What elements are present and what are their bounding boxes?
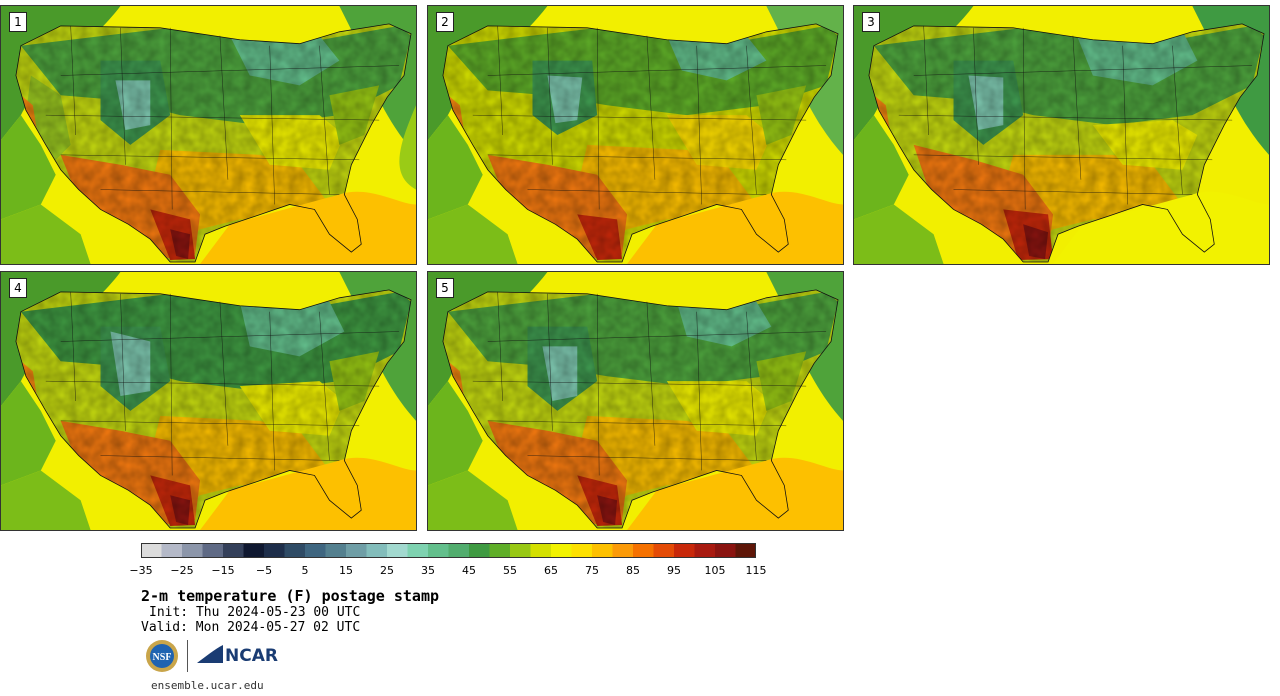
colorbar-swatch [448,543,470,558]
colorbar-tick-label: 35 [421,564,435,577]
forecast-map-panel-5: 5 [427,271,844,531]
colorbar-swatch [264,543,285,558]
colorbar-swatch [141,543,162,558]
colorbar-tick-label: −25 [170,564,194,577]
ncar-logo [197,645,223,663]
colorbar-swatch [428,543,449,558]
colorbar-swatch [182,543,203,558]
panel-number: 2 [436,12,454,32]
temperature-map [1,272,416,530]
forecast-map-panel-1: 1 [0,5,417,265]
colorbar-swatch [161,543,183,558]
temperature-map [428,272,843,530]
colorbar-tick-label: 105 [704,564,726,577]
colorbar-tick-label: −5 [255,564,273,577]
colorbar-tick-label: 45 [462,564,476,577]
colorbar-tick-label: 65 [544,564,558,577]
colorbar-swatch [551,543,572,558]
colorbar-swatch [530,543,552,558]
forecast-map-panel-3: 3 [853,5,1270,265]
colorbar-swatch [366,543,388,558]
panel-number: 3 [862,12,880,32]
colorbar-swatch [612,543,634,558]
colorbar-swatch [735,543,756,558]
colorbar-tick-label: 15 [339,564,353,577]
init-time: Init: Thu 2024-05-23 00 UTC [149,605,361,620]
nsf-logo: NSF [146,640,178,672]
colorbar-tick-label: 85 [626,564,640,577]
colorbar-swatch [489,543,511,558]
svg-text:NSF: NSF [153,652,172,663]
valid-time: Valid: Mon 2024-05-27 02 UTC [141,620,361,635]
colorbar-swatch [715,543,736,558]
colorbar-swatch [694,543,716,558]
logo-divider [187,640,188,672]
panel-number: 4 [9,278,27,298]
colorbar-swatch [346,543,367,558]
chart-title: 2-m temperature (F) postage stamp [141,587,440,605]
temperature-map [854,6,1269,264]
temperature-map [428,6,843,264]
colorbar-swatch [510,543,531,558]
forecast-map-panel-2: 2 [427,5,844,265]
colorbar-tick-label: −15 [211,564,235,577]
colorbar-swatch [284,543,306,558]
colorbar-tick-label: 5 [301,564,309,577]
colorbar-swatch [633,543,654,558]
colorbar-swatch [202,543,224,558]
forecast-map-panel-4: 4 [0,271,417,531]
colorbar-swatch [592,543,613,558]
colorbar-tick-label: 55 [503,564,517,577]
colorbar-swatch [469,543,490,558]
panel-number: 5 [436,278,454,298]
colorbar-swatch [674,543,695,558]
colorbar-swatch [243,543,265,558]
colorbar-swatch [223,543,244,558]
colorbar-swatch [387,543,408,558]
temperature-colorbar [141,543,756,558]
colorbar-swatch [305,543,326,558]
temperature-map [1,6,416,264]
colorbar-tick-label: 95 [667,564,681,577]
colorbar-swatch [653,543,675,558]
colorbar-tick-label: 115 [745,564,767,577]
colorbar-swatch [407,543,429,558]
colorbar-swatch [325,543,347,558]
ncar-wordmark: NCAR [225,646,278,666]
colorbar-tick-label: 75 [585,564,599,577]
colorbar-swatch [571,543,593,558]
colorbar-tick-label: 25 [380,564,394,577]
panel-number: 1 [9,12,27,32]
colorbar-outline [141,543,756,558]
website-url: ensemble.ucar.edu [151,679,264,692]
colorbar-tick-label: −35 [129,564,153,577]
